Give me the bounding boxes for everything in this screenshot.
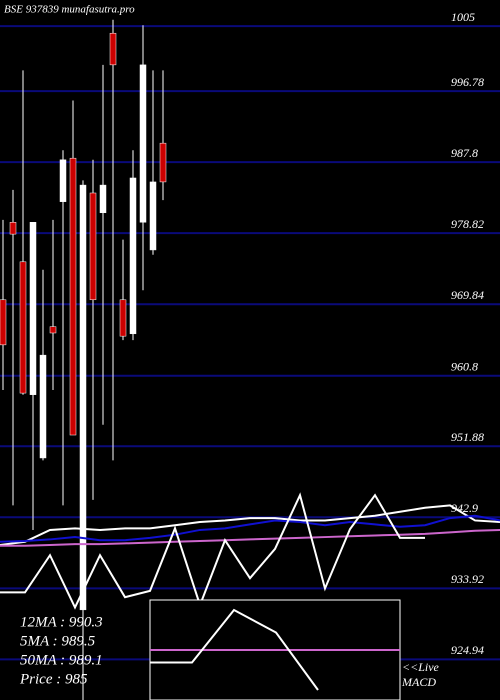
candle-body: [9, 222, 17, 235]
macd-line: [150, 608, 319, 691]
candle-body: [69, 157, 77, 436]
y-tick-label: 942.9: [451, 501, 478, 515]
candle-body: [89, 192, 97, 301]
y-tick-label: 924.94: [451, 643, 484, 657]
y-tick-label: 978.82: [451, 217, 484, 231]
candle-body: [159, 142, 167, 183]
candle-body: [109, 32, 117, 66]
candle-body: [59, 159, 67, 202]
overlay-line: [0, 528, 500, 547]
macd-label: <<Live: [402, 660, 440, 674]
overlay-line: [0, 492, 425, 610]
y-tick-label: 933.92: [451, 572, 484, 586]
ma-label: 12MA : 990.3: [20, 614, 103, 630]
candle-body: [49, 326, 57, 334]
candle-body: [149, 181, 157, 251]
y-tick-label: 951.88: [451, 430, 484, 444]
candle-body: [39, 354, 47, 459]
chart-title: BSE 937839 munafasutra.pro: [4, 4, 135, 16]
overlay-line: [0, 504, 500, 546]
candle-body: [0, 299, 7, 346]
candle-body: [79, 184, 87, 611]
candle-body: [139, 64, 147, 223]
candle-body: [19, 261, 27, 394]
y-tick-label: 969.84: [451, 288, 484, 302]
candle-body: [119, 299, 127, 337]
y-tick-label: 1005: [451, 10, 475, 24]
ma-label: 50MA : 989.1: [20, 652, 103, 668]
ma-label: Price : 985: [19, 671, 88, 687]
overlay-line: [0, 514, 500, 543]
candle-body: [99, 184, 107, 214]
y-tick-label: 987.8: [451, 146, 478, 160]
candle-body: [29, 222, 37, 395]
macd-label: MACD: [401, 675, 436, 689]
y-tick-label: 996.78: [451, 75, 484, 89]
ma-label: 5MA : 989.5: [20, 633, 96, 649]
y-tick-label: 960.8: [451, 359, 478, 373]
candle-body: [129, 177, 137, 335]
